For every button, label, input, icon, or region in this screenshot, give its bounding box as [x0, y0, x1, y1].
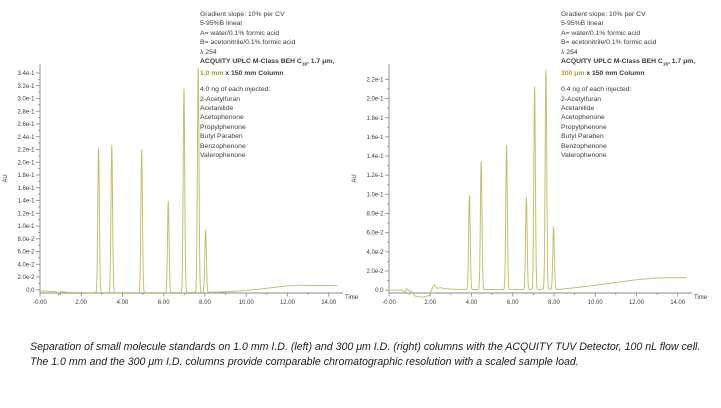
svg-text:1.2e-1: 1.2e-1 [366, 173, 384, 179]
svg-text:6.00: 6.00 [507, 300, 519, 306]
column-description-line1: ACQUITY UPLC M-Class BEH C18, 1.7 μm, [200, 58, 335, 67]
svg-text:1.4e-1: 1.4e-1 [366, 154, 384, 160]
chromatogram-panel-right: 0.0 2.0e-2 4.0e-2 6.0e-2 8.0e-2 1.0e-1 1.2e-1 1… [349, 0, 709, 318]
svg-text:2.00: 2.00 [75, 300, 87, 306]
column-description-line2: 1.0 mm x 150 mm Column [200, 69, 284, 77]
analyte-name: Benzophenone [561, 142, 607, 150]
annotation-left: Gradient slope: 10% per CV 5-95%B linear… [200, 10, 334, 160]
injection-amount: 0.4 ng of each injected: [561, 86, 632, 94]
svg-text:2.2e-1: 2.2e-1 [366, 77, 384, 83]
svg-text:14.00: 14.00 [321, 300, 337, 306]
condition-line: A= water/0.1% formic acid [561, 29, 641, 37]
analyte-name: 2-Acetylfuran [200, 95, 241, 103]
svg-text:0.0: 0.0 [375, 288, 384, 294]
svg-text:1.4e-1: 1.4e-1 [17, 199, 35, 205]
svg-text:2.00: 2.00 [424, 300, 436, 306]
svg-text:0.0: 0.0 [26, 288, 35, 294]
svg-text:8.00: 8.00 [548, 300, 560, 306]
svg-text:14.00: 14.00 [670, 300, 686, 306]
condition-line: B= acetonitrile/0.1% formic acid [561, 39, 657, 47]
svg-text:10.00: 10.00 [239, 300, 255, 306]
svg-text:1.8e-1: 1.8e-1 [17, 173, 35, 179]
svg-text:2.6e-1: 2.6e-1 [17, 122, 35, 128]
annotation-right: Gradient slope: 10% per CV 5-95%B linear… [561, 10, 695, 160]
subscript: 18 [301, 61, 307, 67]
chromatogram-panel-left: 0.0 2.0e-2 4.0e-2 6.0e-2 8.0e-2 1.0e-1 1.2e-1 1… [0, 0, 360, 318]
column-id-highlight: 300 μm [561, 69, 585, 77]
svg-text:1.0e-1: 1.0e-1 [366, 192, 384, 198]
analyte-name: Benzophenone [200, 142, 246, 150]
condition-line: 5-95%B linear [561, 20, 604, 28]
analyte-name: Valerophenone [200, 152, 246, 160]
svg-text:12.00: 12.00 [629, 300, 645, 306]
column-description-line1: ACQUITY UPLC M-Class BEH C18, 1.7 μm, [561, 58, 696, 67]
svg-text:-0.00: -0.00 [382, 300, 396, 306]
svg-text:2.0e-2: 2.0e-2 [17, 275, 35, 281]
svg-text:4.0e-2: 4.0e-2 [17, 262, 35, 268]
svg-text:1.6e-1: 1.6e-1 [17, 186, 35, 192]
svg-text:Time: Time [694, 295, 708, 301]
condition-line: 5-95%B linear [200, 20, 243, 28]
injection-amount: 4.0 ng of each injected: [200, 86, 271, 94]
analyte-name: Propylphenone [200, 123, 246, 131]
svg-text:8.0e-2: 8.0e-2 [366, 212, 384, 218]
column-description-line2: 300 μm x 150 mm Column [561, 69, 645, 77]
svg-text:6.00: 6.00 [158, 300, 170, 306]
svg-text:1.8e-1: 1.8e-1 [366, 116, 384, 122]
figure-caption: Separation of small molecule standards o… [30, 340, 700, 370]
analyte-name: 2-Acetylfuran [561, 95, 602, 103]
svg-text:12.00: 12.00 [280, 300, 296, 306]
analyte-name: Butyl Paraben [200, 133, 243, 141]
chromatogram-left: 0.0 2.0e-2 4.0e-2 6.0e-2 8.0e-2 1.0e-1 1.2e-1 1… [3, 64, 359, 306]
svg-text:AU: AU [352, 174, 358, 182]
svg-text:-0.00: -0.00 [33, 300, 47, 306]
analyte-name: Acetophenone [561, 114, 605, 122]
svg-text:8.0e-2: 8.0e-2 [17, 237, 35, 243]
svg-text:4.0e-2: 4.0e-2 [366, 250, 384, 256]
svg-text:6.0e-2: 6.0e-2 [366, 231, 384, 237]
condition-line: λ 254 [561, 48, 578, 56]
column-id-highlight: 1.0 mm [200, 69, 224, 77]
subscript: 18 [662, 61, 668, 67]
svg-text:4.00: 4.00 [117, 300, 129, 306]
svg-text:10.00: 10.00 [588, 300, 604, 306]
analyte-name: Acetophenone [200, 114, 244, 122]
chromatogram-right: 0.0 2.0e-2 4.0e-2 6.0e-2 8.0e-2 1.0e-1 1.2e-1 1… [352, 64, 708, 306]
svg-text:3.4e-1: 3.4e-1 [17, 71, 35, 77]
svg-text:3.0e-1: 3.0e-1 [17, 97, 35, 103]
svg-text:4.00: 4.00 [466, 300, 478, 306]
analyte-name: Propylphenone [561, 123, 607, 131]
svg-text:3.2e-1: 3.2e-1 [17, 84, 35, 90]
svg-text:1.0e-1: 1.0e-1 [17, 224, 35, 230]
svg-text:2.0e-2: 2.0e-2 [366, 269, 384, 275]
svg-text:AU: AU [3, 174, 9, 182]
analyte-name: Butyl Paraben [561, 133, 604, 141]
svg-text:Time: Time [345, 295, 359, 301]
svg-text:2.4e-1: 2.4e-1 [17, 135, 35, 141]
analyte-name: Acetanilide [561, 105, 595, 113]
svg-text:1.2e-1: 1.2e-1 [17, 211, 35, 217]
condition-line: B= acetonitrile/0.1% formic acid [200, 39, 296, 47]
condition-line: A= water/0.1% formic acid [200, 29, 280, 37]
svg-text:2.0e-1: 2.0e-1 [366, 97, 384, 103]
svg-text:8.00: 8.00 [199, 300, 211, 306]
svg-text:2.8e-1: 2.8e-1 [17, 109, 35, 115]
svg-text:1.6e-1: 1.6e-1 [366, 135, 384, 141]
condition-line: Gradient slope: 10% per CV [561, 11, 646, 18]
svg-text:2.0e-1: 2.0e-1 [17, 160, 35, 166]
analyte-name: Valerophenone [561, 152, 607, 160]
svg-text:6.0e-2: 6.0e-2 [17, 250, 35, 256]
analyte-name: Acetanilide [200, 105, 234, 113]
caption-line-1: Separation of small molecule standards o… [30, 341, 701, 353]
condition-line: λ 254 [200, 48, 217, 56]
caption-line-2: The 1.0 mm and the 300 μm I.D. columns p… [30, 356, 579, 369]
condition-line: Gradient slope: 10% per CV [200, 11, 285, 18]
svg-text:2.2e-1: 2.2e-1 [17, 148, 35, 154]
